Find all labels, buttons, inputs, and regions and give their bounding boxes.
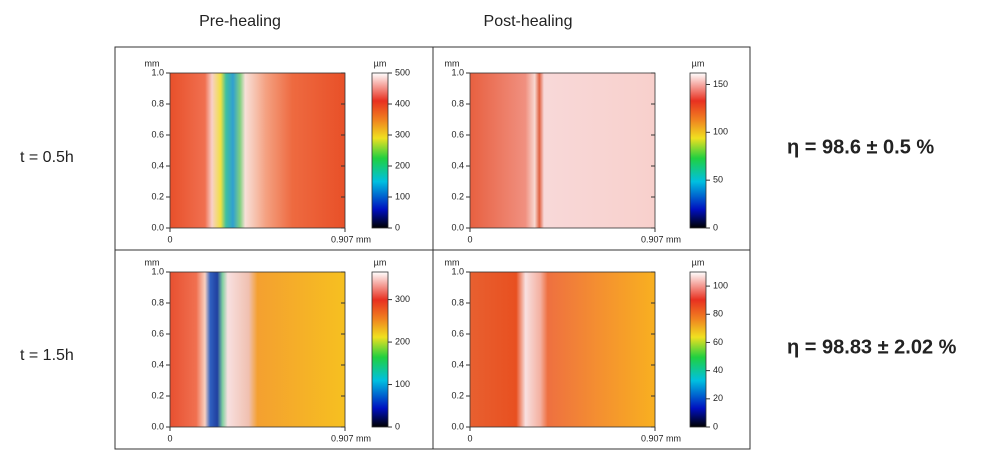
colorbar <box>371 271 389 428</box>
colorbar-tick-label: 150 <box>713 79 728 89</box>
height-map <box>469 72 656 229</box>
colorbar-tick-label: 50 <box>713 175 723 185</box>
colorbar-tick-label: 40 <box>713 365 723 375</box>
colorbar-tick-label: 0 <box>713 222 718 232</box>
height-map <box>169 271 346 428</box>
colorbar-tick-label: 400 <box>395 98 410 108</box>
y-tick-label: 0.8 <box>451 297 464 307</box>
colorbar-unit: µm <box>374 58 387 68</box>
x-tick-label: 0 <box>467 433 472 443</box>
x-tick-label: 0 <box>167 234 172 244</box>
y-tick-label: 0.8 <box>451 98 464 108</box>
colorbar-unit: µm <box>692 58 705 68</box>
colorbar-tick-label: 0 <box>713 421 718 431</box>
y-tick-label: 0.6 <box>151 129 164 139</box>
colorbar-tick-label: 80 <box>713 309 723 319</box>
y-tick-label: 0.6 <box>151 328 164 338</box>
axis-unit: mm <box>145 58 160 68</box>
y-tick-label: 0.2 <box>451 191 464 201</box>
colorbar <box>689 72 707 229</box>
y-tick-label: 0.8 <box>151 297 164 307</box>
colorbar-tick-label: 100 <box>395 191 410 201</box>
y-tick-label: 0.4 <box>151 359 164 369</box>
efficiency: η = 98.6 ± 0.5 % <box>787 136 934 158</box>
x-tick-label: 0.907 mm <box>331 234 371 244</box>
colorbar-tick-label: 100 <box>713 280 728 290</box>
y-tick-label: 0.2 <box>151 390 164 400</box>
colorbar-unit: µm <box>692 257 705 267</box>
y-tick-label: 0.8 <box>151 98 164 108</box>
colorbar-tick-label: 60 <box>713 337 723 347</box>
colorbar-unit: µm <box>374 257 387 267</box>
y-tick-label: 0.2 <box>451 390 464 400</box>
column-header: Post-healing <box>484 13 573 30</box>
y-tick-label: 0.4 <box>451 160 464 170</box>
axis-unit: mm <box>145 257 160 267</box>
colorbar-tick-label: 300 <box>395 129 410 139</box>
row-label: t = 1.5h <box>20 347 74 364</box>
colorbar-tick-label: 0 <box>395 421 400 431</box>
colorbar-tick-label: 300 <box>395 294 410 304</box>
colorbar-tick-label: 20 <box>713 393 723 403</box>
colorbar <box>371 72 389 229</box>
colorbar-tick-label: 200 <box>395 336 410 346</box>
y-tick-label: 0.0 <box>451 222 464 232</box>
colorbar-tick-label: 100 <box>395 379 410 389</box>
height-map <box>469 271 656 428</box>
y-tick-label: 0.4 <box>451 359 464 369</box>
y-tick-label: 1.0 <box>451 266 464 276</box>
x-tick-label: 0.907 mm <box>641 234 681 244</box>
x-tick-label: 0 <box>467 234 472 244</box>
y-tick-label: 1.0 <box>151 266 164 276</box>
axis-unit: mm <box>445 58 460 68</box>
height-map <box>169 72 346 229</box>
colorbar <box>689 271 707 428</box>
y-tick-label: 0.0 <box>151 421 164 431</box>
efficiency: η = 98.83 ± 2.02 % <box>787 336 957 358</box>
x-tick-label: 0.907 mm <box>641 433 681 443</box>
y-tick-label: 1.0 <box>151 67 164 77</box>
y-tick-label: 0.4 <box>151 160 164 170</box>
column-header: Pre-healing <box>199 13 281 30</box>
y-tick-label: 0.0 <box>451 421 464 431</box>
y-tick-label: 0.6 <box>451 129 464 139</box>
y-tick-label: 0.6 <box>451 328 464 338</box>
colorbar-tick-label: 200 <box>395 160 410 170</box>
y-tick-label: 0.0 <box>151 222 164 232</box>
y-tick-label: 1.0 <box>451 67 464 77</box>
colorbar-tick-label: 100 <box>713 127 728 137</box>
colorbar-tick-label: 0 <box>395 222 400 232</box>
x-tick-label: 0.907 mm <box>331 433 371 443</box>
axis-unit: mm <box>445 257 460 267</box>
colorbar-tick-label: 500 <box>395 67 410 77</box>
x-tick-label: 0 <box>167 433 172 443</box>
row-label: t = 0.5h <box>20 149 74 166</box>
y-tick-label: 0.2 <box>151 191 164 201</box>
